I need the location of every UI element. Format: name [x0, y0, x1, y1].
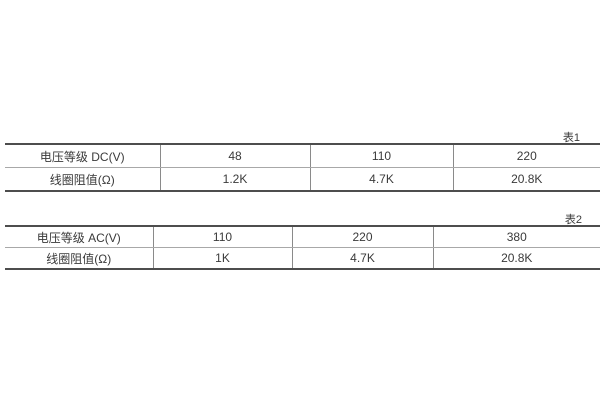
table1-caption: 表1 [562, 132, 580, 144]
coil-resistance-label-cell: 线圈阻值(Ω) [46, 251, 112, 266]
table-row-coil-resistance-ac: 线圈阻值(Ω) 1K 4.7K 20.8K [5, 247, 600, 269]
voltage-grade-ac-label-cell: 电压等级 AC(V) [5, 226, 153, 248]
table2-caption: 表2 [564, 214, 582, 226]
coil-resistance-label-cell: 线圈阻值(Ω) [49, 172, 115, 187]
ac-voltage-table: 电压等级 AC(V) 110 220 380 线圈阻值(Ω) 1K 4.7K 2… [5, 225, 600, 270]
dc-voltage-value-cell: 48 [159, 144, 310, 168]
dc-voltage-value-cell: 110 [309, 144, 453, 168]
coil-resistance-value-cell: 20.8K [432, 247, 600, 269]
ac-voltage-value-cell: 110 [152, 226, 292, 248]
coil-resistance-value-cell: 1.2K [159, 167, 310, 191]
coil-resistance-value-cell: 1K [152, 247, 292, 269]
coil-resistance-value-cell: 4.7K [291, 247, 433, 269]
voltage-grade-dc-label-cell: 电压等级 DC(V) [5, 144, 160, 168]
coil-resistance-value-cell: 4.7K [309, 167, 453, 191]
table-row-voltage-grade-dc: 电压等级 DC(V) 48 110 220 [5, 144, 600, 168]
dc-voltage-table: 电压等级 DC(V) 48 110 220 线圈阻值(Ω) 1.2K 4.7K … [5, 143, 600, 192]
table-row-coil-resistance-dc: 线圈阻值(Ω) 1.2K 4.7K 20.8K [5, 167, 600, 191]
dc-voltage-value-cell: 220 [452, 144, 600, 168]
coil-resistance-value-cell: 20.8K [452, 167, 600, 191]
ac-voltage-value-cell: 220 [291, 226, 433, 248]
ac-voltage-value-cell: 380 [432, 226, 600, 248]
table-row-voltage-grade-ac: 电压等级 AC(V) 110 220 380 [5, 226, 600, 248]
